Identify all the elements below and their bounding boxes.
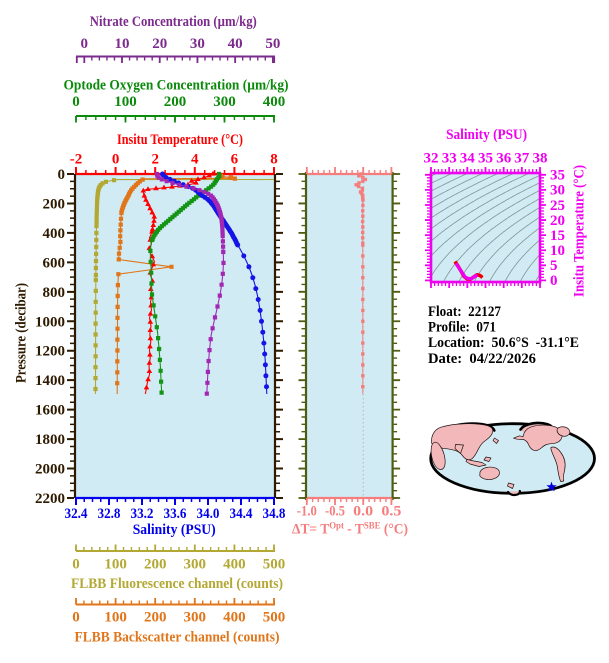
svg-text:Optode Oxygen Concentration (µ: Optode Oxygen Concentration (µm/kg) <box>64 78 289 94</box>
svg-text:1400: 1400 <box>35 373 65 389</box>
svg-text:1000: 1000 <box>35 314 65 330</box>
svg-text:25: 25 <box>550 198 565 214</box>
svg-text:32.8: 32.8 <box>98 506 121 522</box>
svg-text:FLBB Backscatter channel (coun: FLBB Backscatter channel (counts) <box>75 630 280 646</box>
svg-text:Salinity (PSU): Salinity (PSU) <box>133 522 216 538</box>
svg-text:100: 100 <box>114 94 137 110</box>
svg-text:Date: 04/22/2026: Date: 04/22/2026 <box>428 351 536 367</box>
svg-text:400: 400 <box>263 94 286 110</box>
svg-text:50: 50 <box>265 36 280 52</box>
svg-text:Insitu Temperature (°C): Insitu Temperature (°C) <box>117 132 243 148</box>
svg-text:Salinity (PSU): Salinity (PSU) <box>446 127 527 143</box>
svg-text:-1.0: -1.0 <box>297 504 317 520</box>
svg-text:200: 200 <box>144 557 167 573</box>
svg-text:-0.5: -0.5 <box>325 504 345 520</box>
svg-text:33.2: 33.2 <box>131 506 154 522</box>
svg-text:0.5: 0.5 <box>381 504 401 520</box>
svg-text:0: 0 <box>58 167 66 183</box>
svg-text:-2: -2 <box>70 152 83 168</box>
svg-text:1800: 1800 <box>35 432 65 448</box>
svg-text:400: 400 <box>223 610 246 626</box>
svg-text:Pressure (decibar): Pressure (decibar) <box>14 283 30 383</box>
svg-text:20: 20 <box>550 213 565 229</box>
svg-text:200: 200 <box>43 197 66 213</box>
svg-text:35: 35 <box>478 151 493 167</box>
svg-text:500: 500 <box>263 610 286 626</box>
svg-text:0: 0 <box>72 610 80 626</box>
svg-text:100: 100 <box>104 610 127 626</box>
svg-text:0: 0 <box>81 36 89 52</box>
svg-text:Profile: 071: Profile: 071 <box>428 320 496 336</box>
svg-text:200: 200 <box>144 610 167 626</box>
svg-text:FLBB Fluorescence channel (cou: FLBB Fluorescence channel (counts) <box>71 576 283 592</box>
svg-text:2200: 2200 <box>35 491 65 507</box>
svg-text:8: 8 <box>270 152 278 168</box>
svg-text:34.0: 34.0 <box>197 506 220 522</box>
svg-text:15: 15 <box>550 228 565 244</box>
svg-text:34.8: 34.8 <box>263 506 286 522</box>
svg-text:400: 400 <box>223 557 246 573</box>
svg-text:33.6: 33.6 <box>164 506 187 522</box>
svg-text:4: 4 <box>191 152 199 168</box>
svg-text:30: 30 <box>190 36 205 52</box>
svg-text:34.4: 34.4 <box>230 506 253 522</box>
svg-text:37: 37 <box>514 151 530 167</box>
svg-text:300: 300 <box>184 610 207 626</box>
svg-text:0: 0 <box>112 152 120 168</box>
svg-text:0: 0 <box>72 94 80 110</box>
svg-text:10: 10 <box>550 243 565 259</box>
svg-text:34: 34 <box>460 151 476 167</box>
svg-text:40: 40 <box>228 36 243 52</box>
svg-text:20: 20 <box>152 36 167 52</box>
svg-text:Nitrate Concentration (µm/kg): Nitrate Concentration (µm/kg) <box>90 14 257 30</box>
svg-text:Location: 50.6°S -31.1°E: Location: 50.6°S -31.1°E <box>428 335 579 351</box>
svg-text:200: 200 <box>164 94 187 110</box>
svg-text:500: 500 <box>263 557 286 573</box>
svg-text:100: 100 <box>104 557 127 573</box>
svg-text:38: 38 <box>533 151 548 167</box>
svg-text:2: 2 <box>151 152 159 168</box>
svg-text:300: 300 <box>213 94 236 110</box>
svg-text:10: 10 <box>115 36 130 52</box>
svg-text:36: 36 <box>496 151 512 167</box>
svg-text:32: 32 <box>424 151 439 167</box>
svg-text:1600: 1600 <box>35 403 65 419</box>
svg-text:Float: 22127: Float: 22127 <box>428 304 501 320</box>
svg-text:0: 0 <box>72 557 80 573</box>
svg-text:30: 30 <box>550 183 565 199</box>
svg-text:0.0: 0.0 <box>353 504 373 520</box>
svg-text:32.4: 32.4 <box>65 506 88 522</box>
svg-text:800: 800 <box>43 285 66 301</box>
svg-text:5: 5 <box>550 258 558 274</box>
svg-text:ΔT= TOpt - TSBE (°C): ΔT= TOpt - TSBE (°C) <box>292 522 408 538</box>
svg-text:600: 600 <box>43 255 66 271</box>
svg-text:300: 300 <box>184 557 207 573</box>
svg-text:0: 0 <box>550 273 558 289</box>
svg-text:2000: 2000 <box>35 462 65 478</box>
svg-text:35: 35 <box>550 168 565 184</box>
svg-text:6: 6 <box>231 152 239 168</box>
svg-text:400: 400 <box>43 226 66 242</box>
svg-text:1200: 1200 <box>35 344 65 360</box>
svg-text:33: 33 <box>442 151 457 167</box>
svg-text:Insitu Temperature (°C): Insitu Temperature (°C) <box>572 165 588 297</box>
